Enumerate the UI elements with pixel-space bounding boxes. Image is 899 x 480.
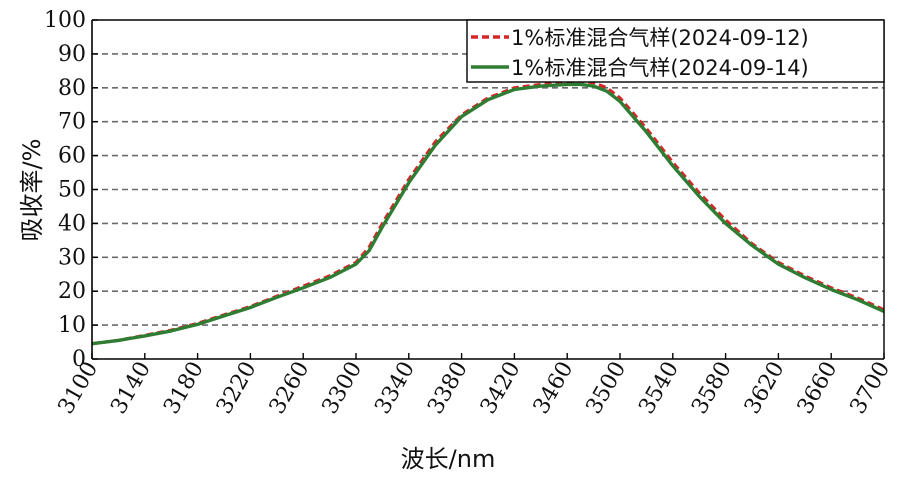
x-tick-label: 3100	[54, 358, 104, 419]
legend: 1%标准混合气样(2024-09-12) 1%标准混合气样(2024-09-14)	[466, 19, 885, 83]
legend-label-1: 1%标准混合气样(2024-09-12)	[511, 26, 809, 50]
y-tick-label: 80	[58, 76, 86, 101]
y-tick-label: 20	[58, 279, 86, 304]
x-tick-label: 3140	[106, 358, 156, 419]
y-tick-label: 100	[44, 8, 86, 33]
y-tick-label: 40	[58, 211, 86, 236]
x-tick-label: 3580	[687, 358, 737, 419]
x-axis-title: 波长/nm	[401, 445, 496, 473]
y-tick-label: 30	[58, 245, 86, 270]
legend-label-2: 1%标准混合气样(2024-09-14)	[511, 56, 809, 80]
series-line-1	[91, 79, 885, 346]
x-tick-label: 3380	[423, 358, 473, 419]
y-tick-label: 70	[58, 110, 86, 135]
x-tick-label: 3340	[370, 358, 420, 419]
x-tick-label: 3220	[212, 358, 262, 419]
x-tick-label: 3460	[529, 358, 579, 419]
x-tick-label: 3700	[846, 358, 896, 419]
x-tick-labels: 3100 3140 3180 3220 3260 3300 3340 3380 3420 3460…	[54, 353, 896, 419]
series-lines	[91, 79, 885, 346]
series-line-2	[91, 82, 885, 346]
x-tick-label: 3660	[793, 358, 843, 419]
x-tick-label: 3420	[476, 358, 526, 419]
x-tick-label: 3620	[740, 358, 790, 419]
y-tick-label: 90	[58, 42, 86, 67]
x-tick-label: 3180	[159, 358, 209, 419]
grid-lines	[92, 53, 884, 326]
x-tick-label: 3540	[634, 358, 684, 419]
y-axis-title: 吸收率/%	[18, 139, 46, 242]
x-tick-label: 3500	[582, 358, 632, 419]
x-tick-label: 3300	[318, 358, 368, 419]
y-tick-label: 60	[58, 144, 86, 169]
y-tick-label: 50	[58, 178, 86, 203]
legend-box	[466, 19, 885, 83]
y-tick-label: 0	[72, 347, 86, 372]
y-tick-labels: 0 10 20 30 40 50 60 70 80 90 100	[44, 8, 98, 372]
y-tick-label: 10	[58, 313, 86, 338]
x-tick-label: 3260	[265, 358, 315, 419]
